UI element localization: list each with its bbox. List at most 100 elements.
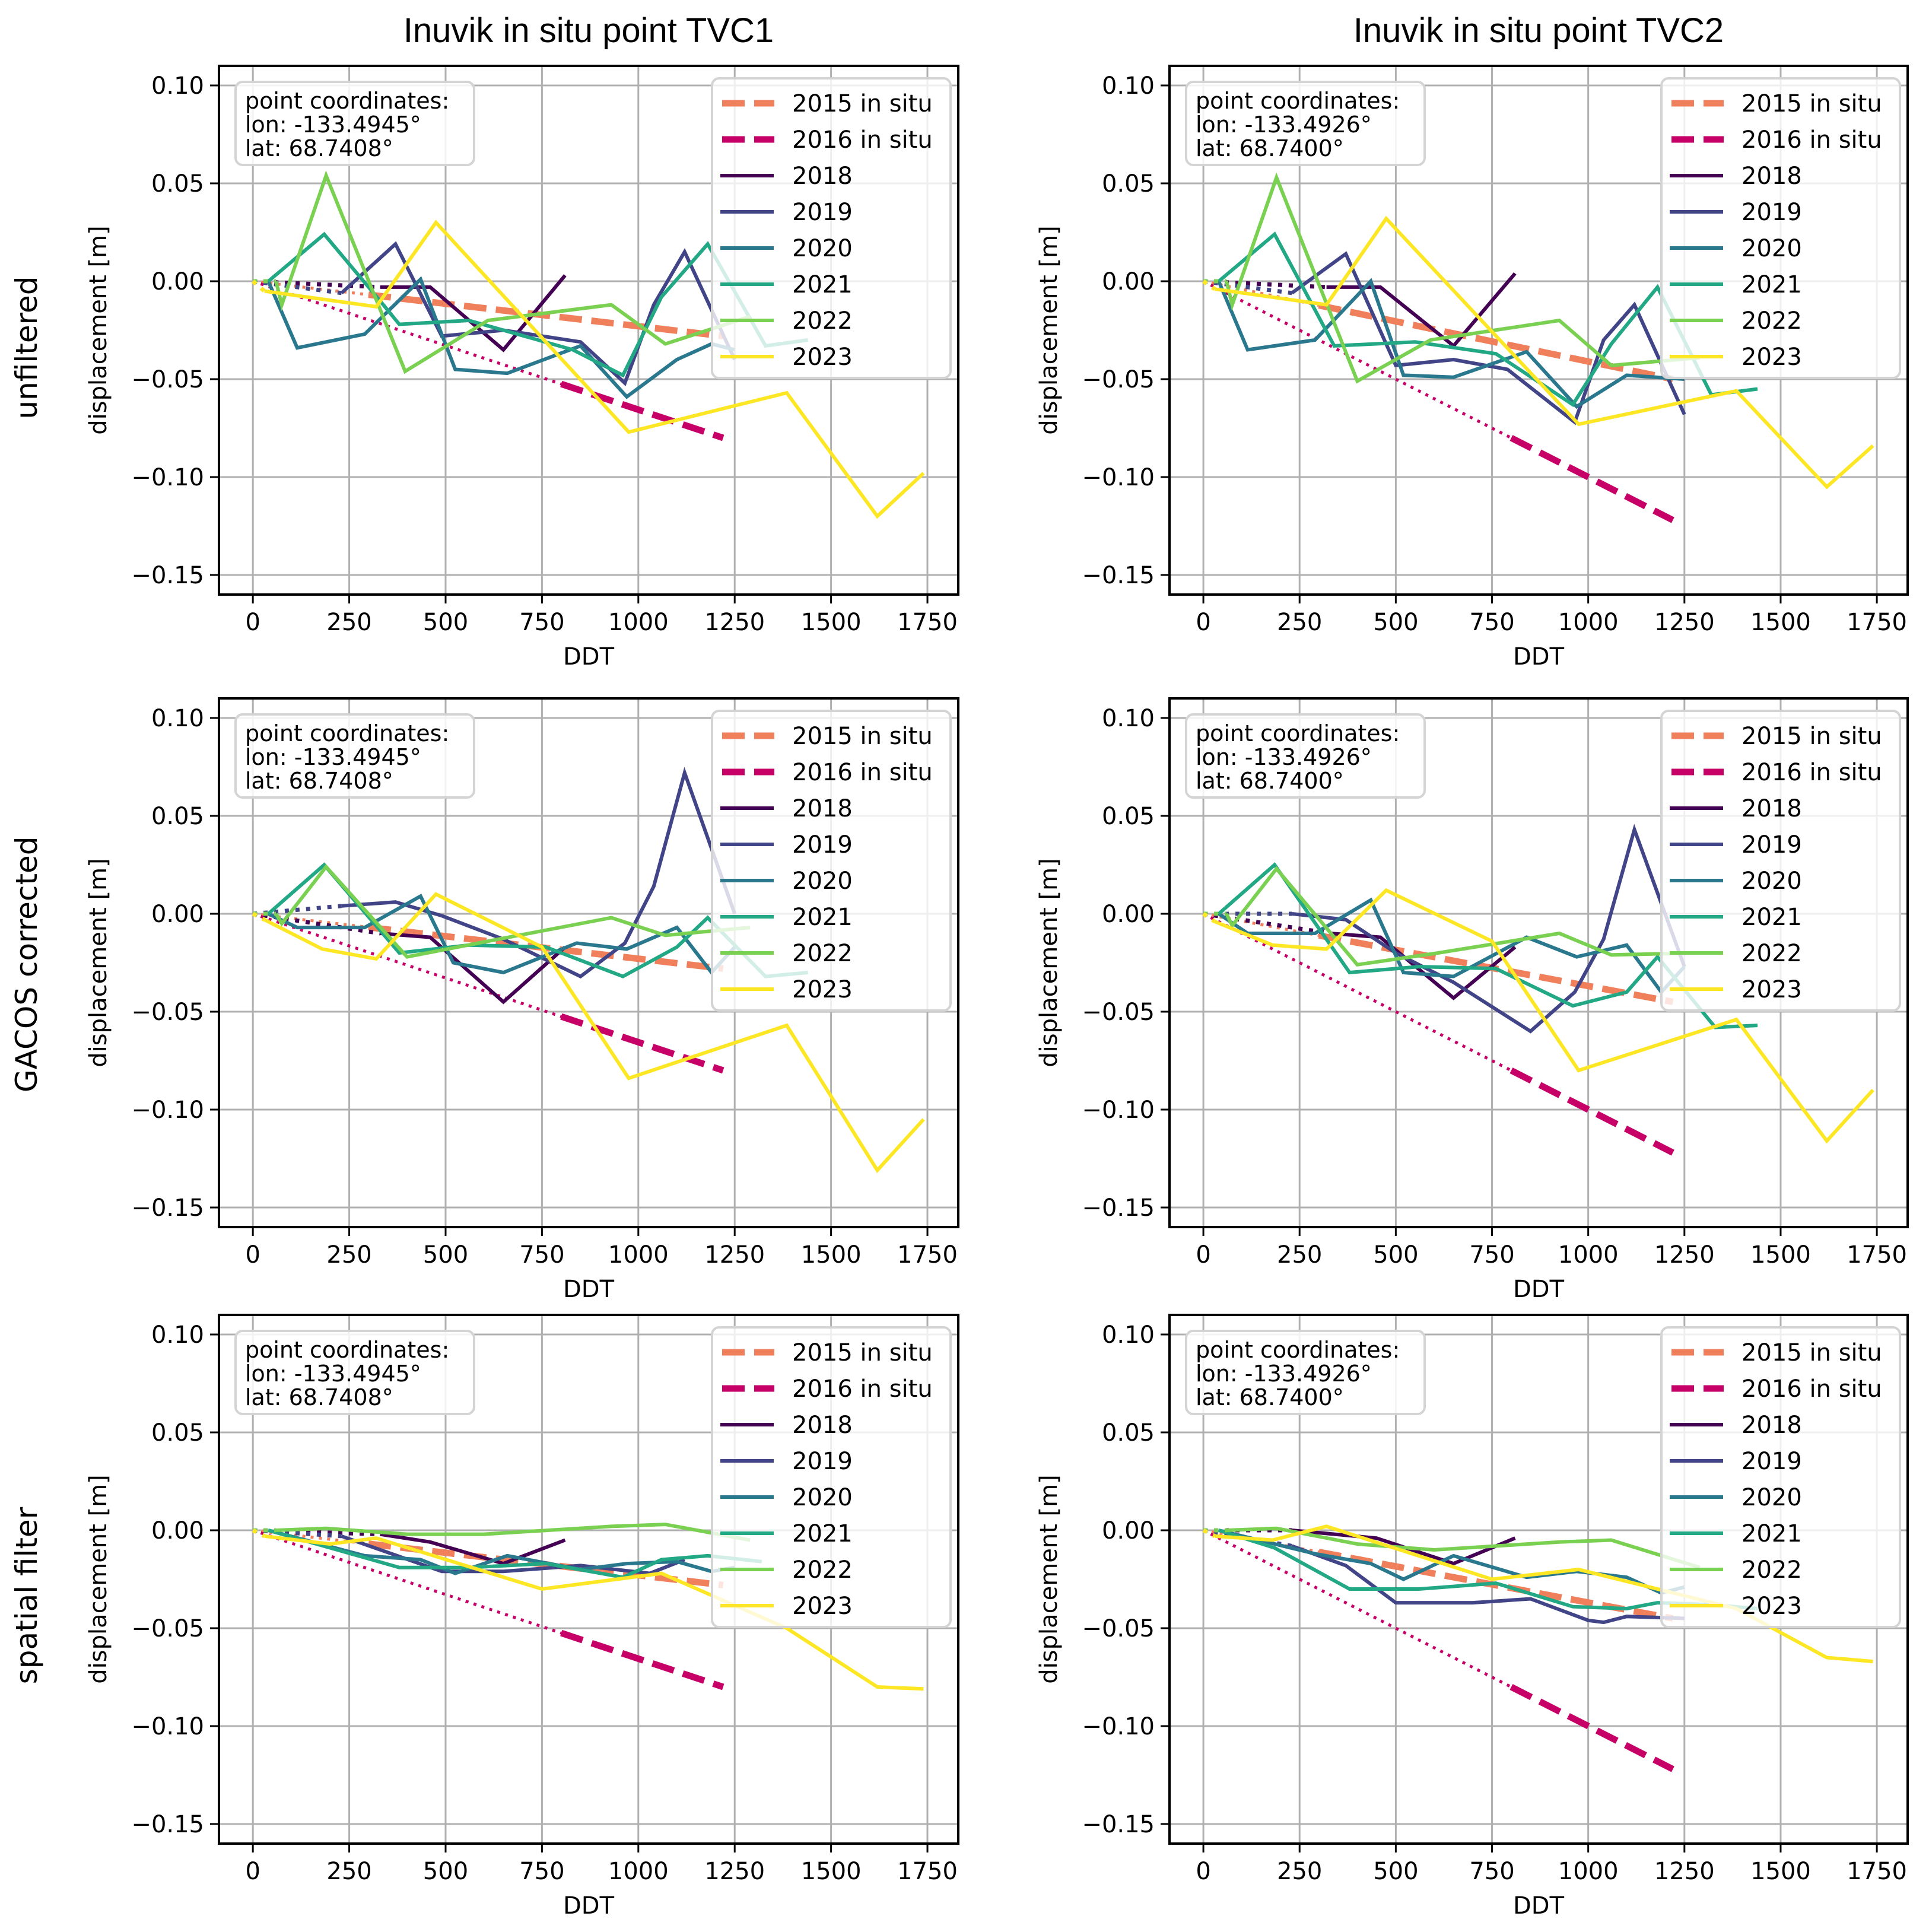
legend-frame bbox=[1660, 710, 1901, 1012]
legend-item: 2015 in situ bbox=[1671, 723, 1882, 750]
point-coordinates-box: point coordinates:lon: -133.4926°lat: 68… bbox=[1185, 81, 1426, 166]
legend-label: 2022 bbox=[1741, 307, 1802, 335]
axes-frame bbox=[218, 1314, 959, 1845]
y-axis-label: displacement [m] bbox=[85, 858, 112, 1067]
x-tick-label: 750 bbox=[1469, 1858, 1514, 1885]
legend-label: 2015 in situ bbox=[1741, 1339, 1882, 1367]
annotation-lat: lat: 68.7400° bbox=[1196, 768, 1344, 794]
legend-item: 2015 in situ bbox=[1671, 1339, 1882, 1367]
x-tick-label: 1250 bbox=[1654, 1241, 1715, 1269]
legend-item: 2023 bbox=[720, 976, 853, 1003]
x-tick-label: 1500 bbox=[1750, 1241, 1811, 1269]
legend-item: 2022 bbox=[1670, 1556, 1802, 1584]
legend-label: 2020 bbox=[1741, 868, 1802, 895]
y-tick-label: −0.15 bbox=[1082, 1811, 1155, 1838]
legend-item: 2023 bbox=[1670, 1593, 1802, 1620]
legend-label: 2020 bbox=[1741, 235, 1802, 262]
legend-item: 2022 bbox=[1670, 940, 1802, 967]
legend-label: 2021 bbox=[1741, 271, 1802, 298]
legend-item: 2023 bbox=[720, 1593, 853, 1620]
annotation-heading: point coordinates: bbox=[1196, 720, 1400, 746]
series-2019-line bbox=[340, 241, 736, 386]
legend-item: 2021 bbox=[1670, 904, 1802, 931]
legend-item: 2021 bbox=[1670, 1520, 1802, 1547]
legend-item: 2018 bbox=[720, 163, 853, 190]
y-tick-label: −0.10 bbox=[1082, 464, 1155, 491]
x-tick-label: 250 bbox=[326, 609, 371, 636]
y-tick-label: 0.00 bbox=[151, 268, 204, 295]
annotation-lon: lon: -133.4926° bbox=[1196, 112, 1372, 138]
series-2015-in-situ-extrapolated bbox=[252, 279, 369, 297]
x-tick-label: 1750 bbox=[1847, 1241, 1907, 1269]
annotation-lon: lon: -133.4926° bbox=[1196, 744, 1372, 770]
legend-item: 2020 bbox=[1670, 1484, 1802, 1511]
series-2023-line bbox=[1214, 888, 1874, 1144]
annotation-lon: lon: -133.4945° bbox=[245, 744, 421, 770]
legend-label: 2019 bbox=[792, 831, 853, 859]
legend-item: 2020 bbox=[1670, 868, 1802, 895]
x-tick-label: 750 bbox=[1469, 609, 1514, 636]
x-tick-label: 1250 bbox=[1654, 609, 1715, 636]
x-tick-label: 1250 bbox=[704, 1858, 765, 1885]
annotation-lon: lon: -133.4926° bbox=[1196, 1361, 1372, 1387]
annotation-lon: lon: -133.4945° bbox=[245, 1361, 421, 1387]
x-tick-label: 500 bbox=[423, 609, 468, 636]
y-axis-label: displacement [m] bbox=[1035, 225, 1063, 434]
y-tick-label: −0.05 bbox=[131, 366, 204, 393]
y-tick-label: −0.05 bbox=[131, 1615, 204, 1642]
y-tick-label: 0.00 bbox=[151, 901, 204, 928]
x-axis-label: DDT bbox=[1513, 1276, 1565, 1303]
y-tick-label: −0.15 bbox=[131, 562, 204, 589]
legend-item: 2015 in situ bbox=[722, 723, 933, 750]
legend-item: 2016 in situ bbox=[722, 126, 933, 154]
series-2023-lead-in bbox=[1202, 912, 1216, 924]
annotation-heading: point coordinates: bbox=[245, 720, 449, 746]
legend-label: 2019 bbox=[792, 199, 853, 226]
x-tick-label: 1500 bbox=[1750, 1858, 1811, 1885]
annotation-frame bbox=[1185, 81, 1426, 166]
y-tick-label: 0.05 bbox=[1102, 803, 1155, 830]
subplot-tvc2-gacos: 0 250 500 750 1000 1250 1500 1750 0.10 0.05 0.00 −0… bbox=[1035, 697, 1909, 1303]
y-tick-label: 0.10 bbox=[1102, 1321, 1155, 1349]
axes-frame bbox=[1168, 1314, 1909, 1845]
series-2020-line bbox=[267, 894, 736, 975]
x-tick-label: 250 bbox=[326, 1858, 371, 1885]
y-tick-label: −0.10 bbox=[1082, 1713, 1155, 1740]
x-axis-label: DDT bbox=[563, 643, 615, 671]
legend-label: 2023 bbox=[792, 976, 853, 1003]
point-coordinates-box: point coordinates:lon: -133.4945°lat: 68… bbox=[234, 713, 475, 799]
y-tick-label: −0.15 bbox=[1082, 562, 1155, 589]
annotation-lat: lat: 68.7400° bbox=[1196, 135, 1344, 161]
series-2023-lead-in bbox=[1202, 279, 1216, 291]
x-tick-label: 250 bbox=[326, 1241, 371, 1269]
legend-item: 2020 bbox=[720, 235, 853, 262]
annotation-heading: point coordinates: bbox=[245, 88, 449, 114]
y-tick-label: 0.00 bbox=[1102, 1517, 1155, 1545]
legend-label: 2021 bbox=[1741, 904, 1802, 931]
legend-item: 2016 in situ bbox=[1671, 759, 1882, 786]
series-2016-in-situ-extrapolated bbox=[1202, 1529, 1512, 1689]
point-coordinates-box: point coordinates:lon: -133.4926°lat: 68… bbox=[1185, 1330, 1426, 1415]
series-2016-in-situ-line bbox=[560, 1629, 724, 1690]
x-tick-label: 1000 bbox=[608, 609, 669, 636]
series-group bbox=[251, 170, 925, 519]
series-2022-line bbox=[1226, 1526, 1701, 1569]
legend: 2015 in situ 2016 in situ 2018 2019 2020 2021… bbox=[711, 77, 952, 379]
y-tick-label: 0.10 bbox=[151, 705, 204, 732]
axes-frame bbox=[218, 65, 959, 596]
legend-label: 2023 bbox=[1741, 344, 1802, 371]
y-axis-label: displacement [m] bbox=[1035, 1475, 1063, 1683]
legend-label: 2019 bbox=[1741, 199, 1802, 226]
legend-item: 2015 in situ bbox=[722, 1339, 933, 1367]
x-tick-label: 500 bbox=[423, 1858, 468, 1885]
series-2015-in-situ-extrapolated bbox=[1203, 279, 1320, 307]
legend: 2015 in situ 2016 in situ 2018 2019 2020 2021… bbox=[1660, 1326, 1901, 1628]
series-2022-line bbox=[275, 1523, 751, 1542]
y-axis-label: displacement [m] bbox=[1035, 858, 1063, 1067]
y-tick-label: −0.05 bbox=[1082, 999, 1155, 1026]
axes-frame bbox=[218, 697, 959, 1228]
x-tick-label: 500 bbox=[1373, 1241, 1418, 1269]
y-tick-label: −0.15 bbox=[131, 1811, 204, 1838]
y-tick-label: −0.15 bbox=[131, 1194, 204, 1222]
annotation-heading: point coordinates: bbox=[1196, 88, 1400, 114]
